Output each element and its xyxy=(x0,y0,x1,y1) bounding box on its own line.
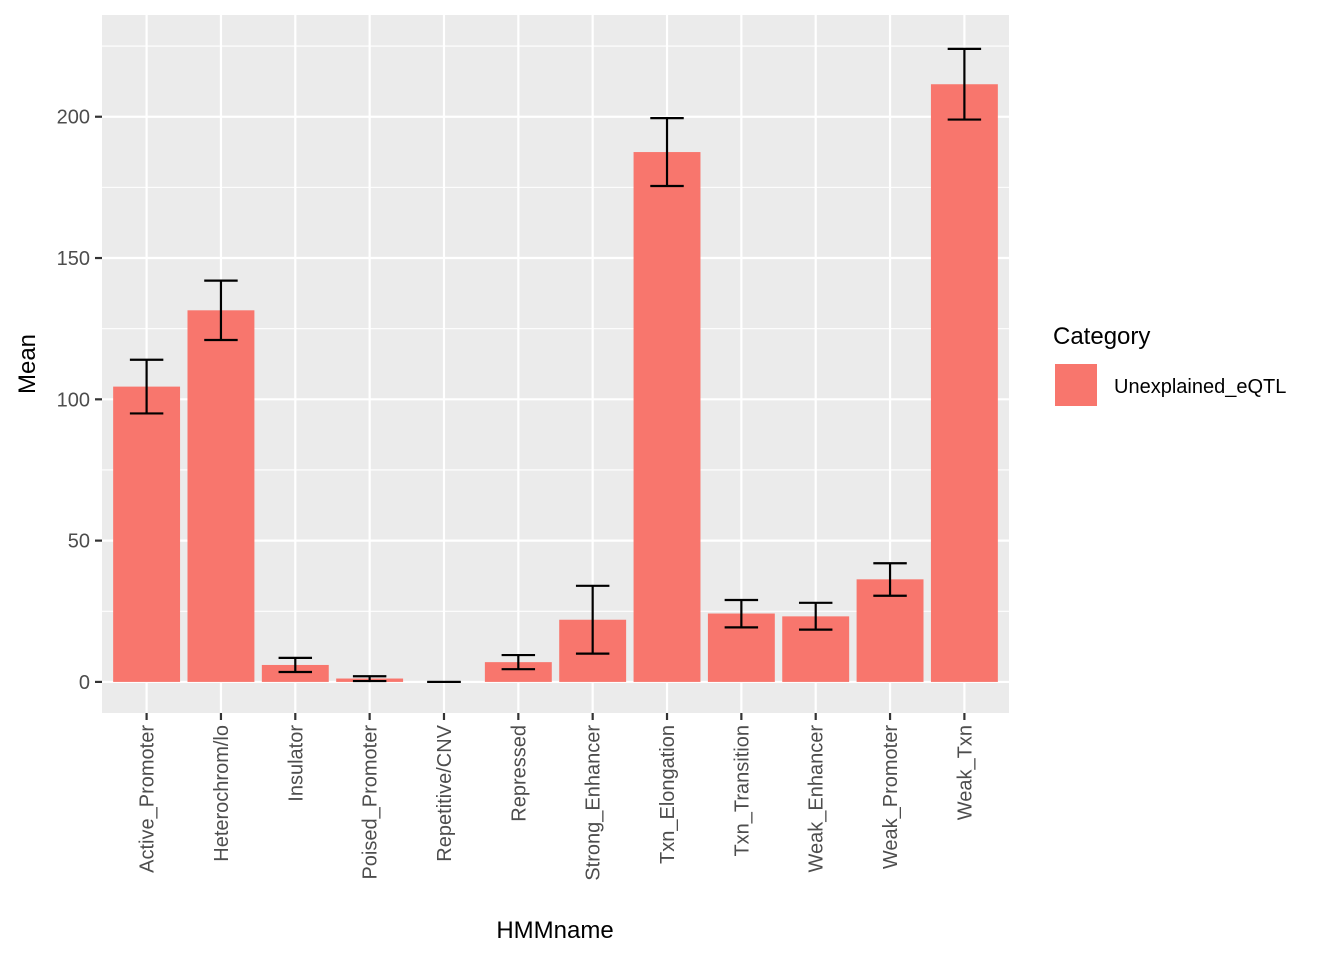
x-axis-title: HMMname xyxy=(496,917,613,944)
bar-heterochrom-lo xyxy=(187,310,255,682)
legend-title: Category xyxy=(1053,323,1150,350)
bar-repressed xyxy=(484,662,552,682)
x-tick-label: Repetitive/CNV xyxy=(434,724,456,861)
error-bars xyxy=(129,47,982,684)
y-tick-label: 150 xyxy=(57,248,90,270)
legend-label-unexplained-eqtl: Unexplained_eQTL xyxy=(1114,376,1286,398)
x-tick-label: Weak_Enhancer xyxy=(806,725,828,873)
x-tick-label: Weak_Txn xyxy=(954,725,976,820)
y-axis-title: Mean xyxy=(14,334,41,394)
x-tick-label: Poised_Promoter xyxy=(360,725,382,880)
legend: Category Unexplained_eQTL xyxy=(1053,323,1286,406)
bars xyxy=(113,84,998,682)
bar-weak-txn xyxy=(930,84,998,682)
y-axis: 0 50 100 150 200 xyxy=(57,107,102,694)
x-tick-label: Heterochrom/lo xyxy=(211,725,233,862)
y-tick-label: 100 xyxy=(57,389,90,411)
x-tick-label: Txn_Elongation xyxy=(657,725,679,864)
x-tick-label: Strong_Enhancer xyxy=(583,725,605,881)
legend-key-unexplained-eqtl xyxy=(1055,364,1097,406)
x-tick-label: Weak_Promoter xyxy=(880,725,902,869)
bar-active-promoter xyxy=(113,386,181,682)
bar-txn-elongation xyxy=(633,152,701,682)
x-tick-label: Repressed xyxy=(508,725,530,822)
x-tick-label: Txn_Transition xyxy=(731,725,753,857)
y-tick-label: 0 xyxy=(79,672,90,694)
bar-insulator xyxy=(261,664,329,682)
x-axis: Active_Promoter Heterochrom/lo Insulator Po… xyxy=(137,713,976,881)
y-tick-label: 50 xyxy=(68,531,90,553)
x-tick-label: Active_Promoter xyxy=(137,725,159,873)
y-tick-label: 200 xyxy=(57,107,90,129)
x-tick-label: Insulator xyxy=(285,725,307,802)
